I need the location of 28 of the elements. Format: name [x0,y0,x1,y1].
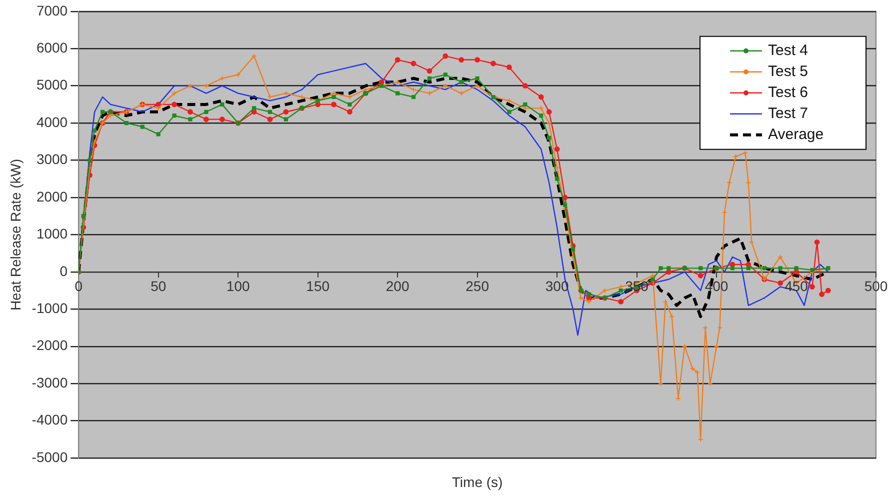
y-tick-label: 6000 [36,39,68,56]
x-tick-label: 250 [466,278,490,294]
y-axis-title: Heat Release Rate (kW) [7,158,24,311]
legend-label: Test 7 [768,105,808,122]
y-tick-label: -2000 [32,337,68,354]
x-tick-label: 50 [150,278,166,294]
y-tick-label: 3000 [36,151,68,168]
x-axis-title: Time (s) [452,474,503,490]
legend-label: Test 4 [768,42,808,60]
y-tick-label: -4000 [32,412,68,428]
x-tick-label: 0 [74,278,83,294]
x-tick-label: 350 [625,278,649,294]
y-tick-label: 2000 [36,188,68,204]
x-tick-label: 500 [864,278,888,294]
legend-label: Average [768,126,824,144]
y-tick-label: 5000 [36,76,68,93]
legend-label: Test 5 [768,63,808,80]
y-tick-label: 7000 [36,2,68,18]
y-tick-label: 1000 [36,226,68,242]
x-tick-label: 150 [306,278,330,294]
legend-label: Test 6 [768,84,808,102]
y-tick-label: -5000 [32,448,68,465]
x-tick-label: 100 [226,278,250,294]
y-tick-label: 4000 [36,114,68,130]
x-tick-label: 200 [386,278,410,294]
y-tick-label: -1000 [32,300,68,316]
y-tick-label: -3000 [32,374,68,390]
y-tick-label: 0 [60,262,68,279]
